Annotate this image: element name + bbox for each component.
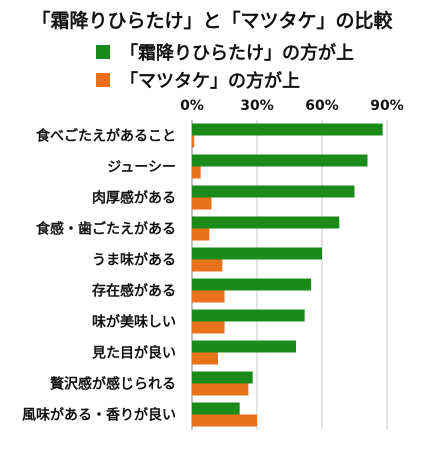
x-tick-label: 0% bbox=[180, 98, 204, 114]
legend-item-series-1: 「霜降りひらたけ」の方が上 bbox=[96, 40, 354, 64]
category-label: 見た目が良い bbox=[91, 345, 176, 362]
bar-series-1 bbox=[192, 216, 340, 229]
bar-series-2 bbox=[192, 259, 223, 272]
bar-series-1 bbox=[192, 123, 383, 136]
bar-series-2 bbox=[192, 197, 212, 210]
bar-series-1 bbox=[192, 402, 240, 415]
bar-series-1 bbox=[192, 340, 296, 353]
bar-series-2 bbox=[192, 135, 195, 148]
bar-series-1 bbox=[192, 185, 355, 198]
legend-label-series-2: 「マツタケ」の方が上 bbox=[120, 71, 300, 92]
bar-series-1 bbox=[192, 371, 253, 384]
bar-series-1 bbox=[192, 154, 368, 167]
category-label: 肉厚感がある bbox=[92, 190, 176, 207]
category-label: 食感・歯ごたえがある bbox=[36, 221, 176, 238]
legend-item-series-2: 「マツタケ」の方が上 bbox=[96, 68, 354, 92]
category-label: 贅沢感が感じられる bbox=[49, 376, 176, 393]
x-tick-label: 90% bbox=[370, 98, 404, 114]
bar-series-1 bbox=[192, 309, 305, 322]
bar-series-2 bbox=[192, 290, 225, 303]
category-label: 食べごたえがあること bbox=[36, 128, 176, 145]
bar-series-2 bbox=[192, 414, 257, 427]
category-label: 風味がある・香りが良い bbox=[22, 407, 176, 424]
bar-series-2 bbox=[192, 352, 218, 365]
x-tick-label: 60% bbox=[305, 98, 339, 114]
legend-label-series-1: 「霜降りひらたけ」の方が上 bbox=[120, 43, 354, 64]
legend-swatch-series-2 bbox=[96, 73, 110, 87]
bar-series-2 bbox=[192, 383, 249, 396]
bar-series-1 bbox=[192, 278, 312, 291]
bar-series-2 bbox=[192, 321, 225, 334]
chart-legend: 「霜降りひらたけ」の方が上 「マツタケ」の方が上 bbox=[96, 40, 354, 96]
chart-title: 「霜降りひらたけ」と「マツタケ」の比較 bbox=[31, 10, 393, 32]
bar-series-2 bbox=[192, 228, 210, 241]
category-label: うま味がある bbox=[92, 252, 176, 269]
x-tick-label: 30% bbox=[240, 98, 274, 114]
bar-series-1 bbox=[192, 247, 322, 260]
category-label: 味が美味しい bbox=[92, 314, 176, 331]
category-label: ジューシー bbox=[107, 160, 176, 176]
bar-series-2 bbox=[192, 166, 201, 179]
category-label: 存在感がある bbox=[92, 283, 176, 300]
legend-swatch-series-1 bbox=[96, 45, 110, 59]
